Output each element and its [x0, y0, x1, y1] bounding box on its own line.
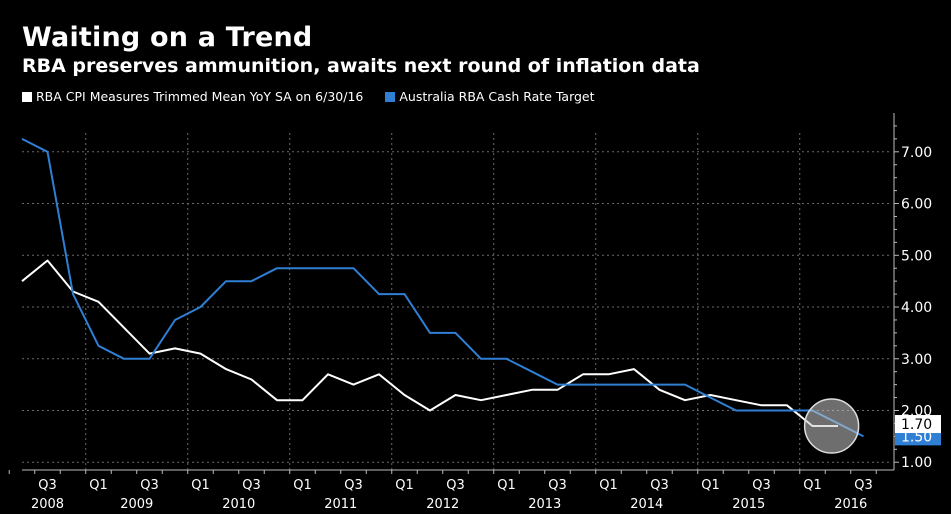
- x-tick-label-year: 2016: [834, 497, 867, 512]
- legend: RBA CPI Measures Trimmed Mean YoY SA on …: [22, 89, 617, 104]
- x-tick-label-year: 2015: [732, 497, 765, 512]
- legend-label-trimmed-mean: RBA CPI Measures Trimmed Mean YoY SA on …: [36, 89, 364, 104]
- x-tick-label-quarter: Q1: [803, 478, 822, 493]
- y-tick-label: 4.00: [901, 300, 932, 316]
- highlight-circle: [803, 398, 860, 454]
- series-line-trimmed-mean: [21, 259, 838, 427]
- chart-title: Waiting on a Trend: [22, 22, 313, 53]
- x-tick-label-quarter: Q3: [752, 478, 771, 493]
- x-tick-label-quarter: Q3: [344, 478, 363, 493]
- x-tick-label-quarter: Q3: [854, 478, 873, 493]
- x-tick-label-quarter: Q1: [89, 478, 108, 493]
- x-tick-label-quarter: Q1: [293, 478, 312, 493]
- y-tick-label: 6.00: [901, 197, 932, 213]
- x-tick-label-quarter: Q1: [497, 478, 516, 493]
- y-tick-label: 7.00: [901, 145, 932, 161]
- x-tick-label-quarter: Q1: [395, 478, 414, 493]
- x-tick-label-year: 2014: [630, 497, 663, 512]
- x-tick-label-quarter: Q1: [701, 478, 720, 493]
- legend-label-cash-rate: Australia RBA Cash Rate Target: [399, 89, 595, 104]
- x-tick-label-quarter: Q3: [548, 478, 567, 493]
- x-tick-label-quarter: Q3: [38, 478, 57, 493]
- legend-item-cash-rate: Australia RBA Cash Rate Target: [385, 89, 595, 104]
- last-value-label-trimmed-mean: 1.70: [901, 417, 932, 433]
- legend-item-trimmed-mean: RBA CPI Measures Trimmed Mean YoY SA on …: [22, 89, 363, 104]
- legend-swatch-blue: [385, 91, 396, 102]
- legend-swatch-white: [22, 91, 32, 102]
- x-tick-label-year: 2010: [222, 497, 255, 512]
- x-tick-label-quarter: Q1: [599, 478, 618, 493]
- series-line-cash-rate: [21, 138, 864, 438]
- x-tick-label-year: 2011: [324, 497, 357, 512]
- last-value-label-cash-rate: 1.50: [901, 429, 932, 445]
- x-tick-label-year: 2009: [120, 497, 153, 512]
- x-tick-label-quarter: Q1: [191, 478, 210, 493]
- x-tick-label-year: 2013: [528, 497, 561, 512]
- x-tick-label-quarter: Q3: [446, 478, 465, 493]
- y-tick-label: 5.00: [901, 248, 932, 264]
- y-tick-label: 1.00: [901, 455, 932, 471]
- chart-subtitle: RBA preserves ammunition, awaits next ro…: [22, 55, 700, 77]
- y-tick-label: 3.00: [901, 352, 932, 368]
- x-tick-label-quarter: Q3: [140, 478, 159, 493]
- x-tick-label-year: 2008: [31, 497, 64, 512]
- x-tick-label-quarter: Q3: [650, 478, 669, 493]
- last-value-badge-trimmed-mean: [895, 415, 941, 434]
- x-tick-label-year: 2012: [426, 497, 459, 512]
- x-tick-label-quarter: Q3: [242, 478, 261, 493]
